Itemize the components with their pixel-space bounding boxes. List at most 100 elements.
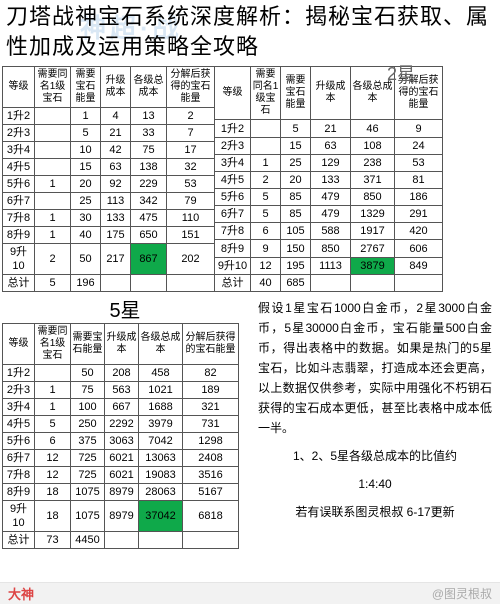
table-row: 9升10250217867202 (3, 244, 215, 275)
table-header: 需要宝石能量 (71, 67, 101, 108)
table-row: 7升8127256021190833516 (3, 467, 239, 484)
table-header: 分解后获得的宝石能量 (183, 324, 239, 365)
data-cell: 479 (311, 189, 351, 206)
table-header: 需要宝石能量 (71, 324, 105, 365)
data-cell: 217 (101, 244, 131, 275)
data-cell (105, 532, 139, 549)
data-cell: 588 (311, 223, 351, 240)
data-cell: 13 (131, 108, 167, 125)
table-row: 总计734450 (3, 532, 239, 549)
table-row: 6升7127256021130632408 (3, 450, 239, 467)
level-cell: 5升6 (215, 189, 251, 206)
level-cell: 总计 (215, 274, 251, 291)
footer-logo: 大神 (8, 584, 34, 603)
data-cell: 6 (251, 223, 281, 240)
level-cell: 4升5 (3, 416, 35, 433)
data-cell: 18 (35, 501, 71, 532)
data-cell: 291 (395, 206, 443, 223)
data-cell: 32 (167, 159, 215, 176)
data-cell: 150 (281, 240, 311, 257)
data-cell: 129 (311, 154, 351, 171)
data-cell: 208 (105, 365, 139, 382)
table-header: 各级总成本 (131, 67, 167, 108)
data-cell: 850 (351, 189, 395, 206)
data-cell: 133 (101, 210, 131, 227)
table-row: 5升66375306370421298 (3, 433, 239, 450)
data-cell: 2767 (351, 240, 395, 257)
data-cell: 12 (35, 450, 71, 467)
data-cell: 1075 (71, 484, 105, 501)
footer-handle: @图灵根叔 (432, 585, 492, 602)
data-cell: 81 (395, 171, 443, 188)
level-cell: 6升7 (3, 450, 35, 467)
data-cell: 2 (167, 108, 215, 125)
table-header: 等级 (3, 324, 35, 365)
level-cell: 8升9 (215, 240, 251, 257)
data-cell (351, 274, 395, 291)
data-cell: 46 (351, 120, 395, 137)
level-cell: 8升9 (3, 227, 35, 244)
table-row: 7升8130133475110 (3, 210, 215, 227)
data-cell: 20 (71, 176, 101, 193)
table-row: 9升101219511133879849 (215, 257, 443, 274)
table-row: 4升5156313832 (3, 159, 215, 176)
gem-table: 等级需要同名1级宝石需要宝石能量升级成本各级总成本分解后获得的宝石能量1升252… (214, 66, 443, 292)
gem-table: 等级需要同名1级宝石需要宝石能量升级成本各级总成本分解后获得的宝石能量1升250… (2, 323, 239, 549)
data-cell: 42 (101, 142, 131, 159)
data-cell: 85 (281, 189, 311, 206)
table-header: 需要宝石能量 (281, 67, 311, 120)
table-header: 需要同名1级宝石 (251, 67, 281, 120)
desc-p2: 1、2、5星各级总成本的比值约 (258, 446, 492, 466)
data-cell: 40 (71, 227, 101, 244)
data-cell: 5 (251, 206, 281, 223)
data-cell: 10 (71, 142, 101, 159)
data-cell: 1 (251, 154, 281, 171)
data-cell: 15 (71, 159, 101, 176)
data-cell: 25 (71, 193, 101, 210)
data-cell (251, 137, 281, 154)
data-cell: 725 (71, 467, 105, 484)
data-cell: 420 (395, 223, 443, 240)
level-cell: 2升3 (215, 137, 251, 154)
data-cell: 458 (139, 365, 183, 382)
level-cell: 7升8 (3, 210, 35, 227)
level-cell: 1升2 (3, 108, 35, 125)
table-row: 6升72511334279 (3, 193, 215, 210)
data-cell: 50 (71, 244, 101, 275)
data-cell: 685 (281, 274, 311, 291)
data-cell: 6 (35, 433, 71, 450)
level-cell: 9升10 (215, 257, 251, 274)
data-cell (311, 274, 351, 291)
level-cell: 5升6 (3, 433, 35, 450)
level-cell: 4升5 (3, 159, 35, 176)
table-row: 3升412512923853 (215, 154, 443, 171)
level-cell: 5升6 (3, 176, 35, 193)
data-cell (35, 365, 71, 382)
description-block: 假设1星宝石1000白金币，2星3000白金币，5星30000白金币，宝石能量5… (250, 292, 498, 530)
data-cell: 50 (71, 365, 105, 382)
data-cell: 667 (105, 399, 139, 416)
data-cell: 196 (71, 275, 101, 292)
data-cell: 850 (311, 240, 351, 257)
table-row: 5升6585479850186 (215, 189, 443, 206)
data-cell: 37042 (139, 501, 183, 532)
data-cell: 151 (167, 227, 215, 244)
data-cell: 1113 (311, 257, 351, 274)
data-cell: 9 (395, 120, 443, 137)
table-row: 3升410427517 (3, 142, 215, 159)
data-cell: 33 (131, 125, 167, 142)
table-header: 升级成本 (101, 67, 131, 108)
data-cell: 7042 (139, 433, 183, 450)
level-cell: 7升8 (215, 223, 251, 240)
data-cell: 229 (131, 176, 167, 193)
level-cell: 1升2 (3, 365, 35, 382)
data-cell: 105 (281, 223, 311, 240)
data-cell: 867 (131, 244, 167, 275)
data-cell: 1917 (351, 223, 395, 240)
table-row: 1升25020845882 (3, 365, 239, 382)
page-title: 刀塔战神宝石系统深度解析：揭秘宝石获取、属性加成及运用策略全攻略 (0, 0, 500, 66)
level-cell: 6升7 (3, 193, 35, 210)
data-cell: 342 (131, 193, 167, 210)
data-cell: 3516 (183, 467, 239, 484)
level-cell: 9升10 (3, 244, 35, 275)
